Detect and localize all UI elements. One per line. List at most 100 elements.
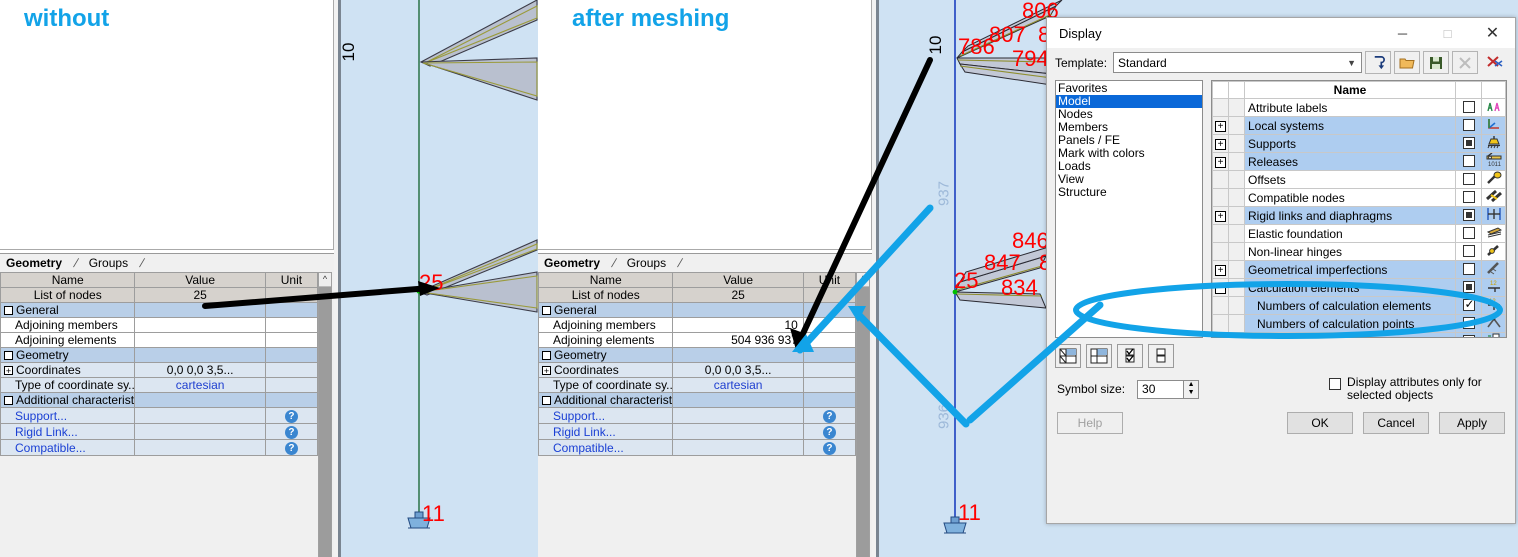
- table-row[interactable]: Rigid Link...?: [0, 423, 319, 440]
- attribute-checkbox[interactable]: [1462, 281, 1475, 294]
- save-icon[interactable]: [1423, 51, 1449, 74]
- cell-value[interactable]: [134, 332, 266, 348]
- attribute-checkbox[interactable]: [1462, 298, 1476, 312]
- cell-value[interactable]: 504 936 937: [672, 332, 804, 348]
- cell-value[interactable]: [134, 392, 266, 408]
- table-row[interactable]: Compatible...?: [0, 439, 319, 456]
- table-row[interactable]: Adjoining members: [0, 317, 319, 333]
- help-icon[interactable]: ?: [822, 442, 836, 455]
- row-expander[interactable]: +: [542, 366, 551, 377]
- spinner-up-icon[interactable]: ▲: [1184, 380, 1199, 389]
- scroll-track-2[interactable]: [857, 287, 869, 557]
- attribute-row[interactable]: + Rigid links and diaphragms: [1212, 206, 1506, 225]
- cell-value[interactable]: [134, 439, 266, 456]
- table-row[interactable]: Type of coordinate sy... cartesian: [0, 377, 319, 393]
- attribute-row[interactable]: − Calculation elements 12: [1212, 278, 1506, 297]
- category-item-loads[interactable]: Loads: [1058, 159, 1091, 173]
- group-expander[interactable]: [4, 306, 13, 316]
- help-icon[interactable]: ?: [822, 410, 836, 423]
- attribute-checkbox[interactable]: [1462, 317, 1475, 330]
- cell-value[interactable]: [672, 347, 804, 363]
- right-tab-geometry[interactable]: Geometry: [544, 256, 601, 270]
- attribute-checkbox[interactable]: [1462, 137, 1475, 150]
- right-tab-groups[interactable]: Groups: [626, 256, 667, 270]
- attribute-checkbox-cell[interactable]: [1455, 116, 1482, 135]
- maximize-icon[interactable]: □: [1443, 25, 1452, 41]
- attribute-row[interactable]: + Supports: [1212, 134, 1506, 153]
- attribute-checkbox-cell[interactable]: [1455, 188, 1482, 207]
- spinner-buttons[interactable]: ▲ ▼: [1183, 380, 1199, 398]
- attribute-checkbox-cell[interactable]: [1455, 134, 1482, 153]
- attribute-row[interactable]: Compatible nodes: [1212, 188, 1506, 207]
- plus-icon[interactable]: +: [1215, 210, 1226, 222]
- category-item-panels-fe[interactable]: Panels / FE: [1058, 133, 1121, 147]
- scroll-track[interactable]: [319, 287, 331, 557]
- table-row[interactable]: Type of coordinate sy... cartesian: [537, 377, 857, 393]
- attribute-checkbox[interactable]: [1462, 119, 1475, 132]
- chevron-down-icon[interactable]: ▼: [1347, 57, 1356, 68]
- cell-value[interactable]: [134, 302, 266, 318]
- table-row[interactable]: Support...?: [537, 407, 857, 424]
- display-attributes-checkbox[interactable]: [1329, 378, 1342, 390]
- attribute-checkbox[interactable]: [1462, 263, 1475, 276]
- left-tab-groups[interactable]: Groups: [88, 256, 129, 270]
- cell-value[interactable]: [134, 347, 266, 363]
- attribute-checkbox-cell[interactable]: [1455, 332, 1482, 337]
- attribute-checkbox-cell[interactable]: [1455, 152, 1482, 171]
- attribute-row[interactable]: Non-linear hinges: [1212, 242, 1506, 261]
- expand-toggle[interactable]: −: [1212, 278, 1229, 297]
- display-dialog[interactable]: Display ─ □ ✕ Template: Standard ▼: [1046, 17, 1516, 524]
- table-row[interactable]: General: [537, 302, 857, 318]
- table-row[interactable]: Adjoining elements: [0, 332, 319, 348]
- attribute-checkbox[interactable]: [1462, 101, 1475, 114]
- category-item-members[interactable]: Members: [1058, 120, 1109, 134]
- attribute-checkbox-cell[interactable]: [1455, 170, 1482, 189]
- check-all-icon[interactable]: [1117, 344, 1143, 368]
- category-item-favorites[interactable]: Favorites: [1058, 81, 1108, 95]
- left-tab-geometry[interactable]: Geometry: [6, 256, 63, 270]
- group-expander[interactable]: [542, 396, 551, 406]
- cell-value[interactable]: [672, 302, 804, 318]
- table-row[interactable]: Additional characteristics: [0, 392, 319, 408]
- attribute-checkbox[interactable]: [1462, 173, 1475, 186]
- attribute-checkbox[interactable]: [1462, 335, 1475, 337]
- table-row[interactable]: List of nodes 25: [537, 287, 857, 303]
- attribute-row[interactable]: + Releases 1011: [1212, 152, 1506, 171]
- cell-value[interactable]: cartesian: [134, 377, 266, 393]
- help-icon[interactable]: ?: [284, 426, 298, 439]
- attribute-row[interactable]: + Explode: [1212, 332, 1506, 337]
- table-row[interactable]: + Coordinates 0,0 0,0 3,5...: [0, 362, 319, 378]
- expand-toggle[interactable]: +: [1212, 152, 1229, 171]
- category-item-mark-with-colors[interactable]: Mark with colors: [1058, 146, 1145, 160]
- scroll-up-arrow-icon[interactable]: ^: [319, 273, 331, 287]
- cell-value[interactable]: [672, 392, 804, 408]
- open-folder-icon[interactable]: [1394, 51, 1420, 74]
- right-panel-scrollbar[interactable]: ^: [856, 272, 870, 557]
- attribute-checkbox-cell[interactable]: [1455, 296, 1482, 315]
- cell-value[interactable]: cartesian: [672, 377, 804, 393]
- attributes-table[interactable]: Name Attribute labels + Local systems + Supp…: [1212, 81, 1506, 337]
- attribute-checkbox-cell[interactable]: [1455, 206, 1482, 225]
- clear-icon[interactable]: [1481, 51, 1507, 74]
- cell-value[interactable]: 0,0 0,0 3,5...: [672, 362, 804, 378]
- cell-value[interactable]: [134, 407, 266, 424]
- apply-button[interactable]: Apply: [1439, 412, 1505, 434]
- attribute-row[interactable]: Offsets: [1212, 170, 1506, 189]
- dialog-titlebar[interactable]: Display ─ □ ✕: [1047, 18, 1515, 48]
- attribute-checkbox-cell[interactable]: [1455, 314, 1482, 333]
- attribute-row[interactable]: Elastic foundation: [1212, 224, 1506, 243]
- attribute-checkbox-cell[interactable]: [1455, 260, 1482, 279]
- attribute-checkbox[interactable]: [1462, 191, 1475, 204]
- expand-toggle[interactable]: +: [1212, 206, 1229, 225]
- plus-icon[interactable]: +: [1215, 156, 1226, 168]
- delete-icon[interactable]: [1452, 51, 1478, 74]
- help-icon[interactable]: ?: [822, 426, 836, 439]
- group-expander[interactable]: [4, 351, 13, 361]
- plus-icon[interactable]: +: [1215, 138, 1226, 150]
- cell-value[interactable]: 25: [672, 287, 804, 303]
- middle-viewport[interactable]: 10 25 11: [338, 0, 538, 557]
- attribute-checkbox[interactable]: [1462, 245, 1475, 258]
- help-icon[interactable]: ?: [284, 410, 298, 423]
- split-left-icon[interactable]: [1055, 344, 1081, 368]
- expand-toggle[interactable]: +: [1212, 116, 1229, 135]
